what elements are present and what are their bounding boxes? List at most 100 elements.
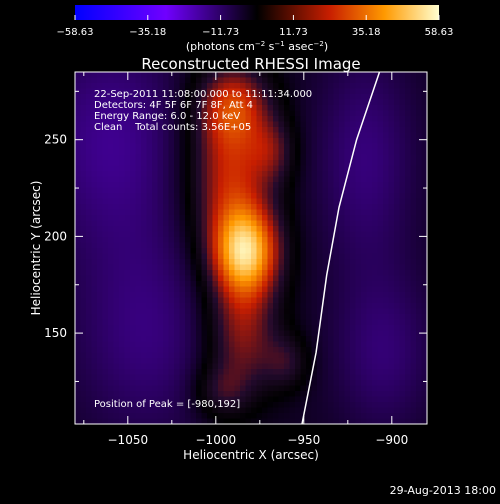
heatmap-cell bbox=[113, 358, 120, 364]
heatmap-cell bbox=[295, 248, 301, 254]
heatmap-cell bbox=[350, 237, 356, 243]
heatmap-cell bbox=[146, 187, 153, 194]
heatmap-cell bbox=[328, 127, 334, 133]
heatmap-cell bbox=[394, 374, 400, 381]
heatmap-cell bbox=[372, 418, 378, 424]
heatmap-cell bbox=[289, 231, 296, 238]
heatmap-cell bbox=[108, 297, 114, 304]
heatmap-cell bbox=[212, 385, 219, 392]
heatmap-cell bbox=[97, 160, 103, 166]
heatmap-cell bbox=[328, 149, 334, 155]
heatmap-cell bbox=[212, 270, 219, 276]
heatmap-cell bbox=[372, 160, 378, 166]
heatmap-cell bbox=[141, 209, 147, 216]
heatmap-cell bbox=[405, 369, 411, 375]
heatmap-cell bbox=[168, 132, 175, 139]
heatmap-cell bbox=[361, 396, 367, 403]
heatmap-cell bbox=[251, 165, 257, 172]
heatmap-cell bbox=[410, 380, 417, 386]
heatmap-cell bbox=[421, 193, 427, 199]
heatmap-cell bbox=[135, 275, 142, 282]
heatmap-cell bbox=[141, 231, 147, 238]
heatmap-cell bbox=[97, 231, 103, 238]
heatmap-cell bbox=[251, 121, 257, 128]
heatmap-cell bbox=[234, 297, 241, 304]
heatmap-cell bbox=[322, 94, 329, 100]
heatmap-cell bbox=[333, 369, 340, 375]
heatmap-cell bbox=[234, 110, 241, 117]
heatmap-cell bbox=[157, 347, 164, 353]
heatmap-cell bbox=[102, 143, 109, 150]
heatmap-cell bbox=[333, 204, 340, 210]
heatmap-cell bbox=[262, 264, 268, 271]
heatmap-cell bbox=[91, 303, 98, 309]
heatmap-cell bbox=[201, 77, 208, 84]
heatmap-cell bbox=[146, 215, 153, 221]
heatmap-cell bbox=[141, 138, 147, 144]
heatmap-cell bbox=[102, 391, 109, 397]
heatmap-cell bbox=[405, 215, 411, 221]
heatmap-cell bbox=[229, 275, 235, 282]
heatmap-cell bbox=[388, 369, 395, 375]
heatmap-cell bbox=[207, 182, 213, 188]
heatmap-cell bbox=[416, 319, 422, 326]
heatmap-cell bbox=[212, 402, 219, 408]
heatmap-cell bbox=[179, 116, 186, 122]
heatmap-cell bbox=[240, 341, 246, 348]
heatmap-cell bbox=[240, 374, 246, 381]
heatmap-cell bbox=[223, 237, 230, 243]
heatmap-cell bbox=[295, 303, 301, 309]
heatmap-cell bbox=[141, 154, 147, 161]
heatmap-cell bbox=[163, 165, 169, 172]
heatmap-cell bbox=[355, 314, 362, 320]
heatmap-cell bbox=[174, 281, 180, 287]
heatmap-cell bbox=[124, 303, 131, 309]
heatmap-cell bbox=[141, 413, 147, 419]
heatmap-cell bbox=[333, 72, 340, 78]
heatmap-cell bbox=[399, 149, 406, 155]
heatmap-cell bbox=[278, 385, 285, 392]
heatmap-cell bbox=[196, 220, 202, 227]
heatmap-cell bbox=[405, 116, 411, 122]
heatmap-cell bbox=[416, 193, 422, 199]
heatmap-cell bbox=[168, 352, 175, 359]
heatmap-cell bbox=[273, 358, 279, 364]
heatmap-cell bbox=[333, 380, 340, 386]
heatmap-cell bbox=[251, 83, 257, 89]
heatmap-cell bbox=[196, 396, 202, 403]
heatmap-cell bbox=[267, 336, 274, 342]
heatmap-cell bbox=[284, 374, 290, 381]
heatmap-cell bbox=[366, 154, 373, 161]
heatmap-cell bbox=[333, 138, 340, 144]
heatmap-cell bbox=[311, 138, 318, 144]
heatmap-cell bbox=[124, 83, 131, 89]
heatmap-cell bbox=[394, 193, 400, 199]
heatmap-cell bbox=[273, 363, 279, 370]
heatmap-cell bbox=[91, 391, 98, 397]
heatmap-cell bbox=[234, 374, 241, 381]
heatmap-cell bbox=[333, 149, 340, 155]
heatmap-cell bbox=[333, 94, 340, 100]
heatmap-cell bbox=[91, 363, 98, 370]
heatmap-cell bbox=[377, 127, 384, 133]
heatmap-cell bbox=[212, 198, 219, 205]
heatmap-cell bbox=[245, 380, 252, 386]
heatmap-cell bbox=[273, 226, 279, 232]
heatmap-cell bbox=[135, 160, 142, 166]
heatmap-cell bbox=[267, 149, 274, 155]
heatmap-cell bbox=[190, 72, 197, 78]
heatmap-cell bbox=[333, 77, 340, 84]
heatmap-cell bbox=[377, 374, 384, 381]
heatmap-cell bbox=[256, 385, 263, 392]
heatmap-cell bbox=[229, 325, 235, 331]
heatmap-cell bbox=[372, 248, 378, 254]
heatmap-cell bbox=[361, 374, 367, 381]
heatmap-cell bbox=[383, 330, 389, 337]
heatmap-cell bbox=[245, 116, 252, 122]
heatmap-cell bbox=[190, 363, 197, 370]
heatmap-cell bbox=[421, 165, 427, 172]
heatmap-cell bbox=[273, 319, 279, 326]
heatmap-cell bbox=[300, 407, 307, 414]
heatmap-cell bbox=[163, 264, 169, 271]
heatmap-cell bbox=[262, 275, 268, 282]
